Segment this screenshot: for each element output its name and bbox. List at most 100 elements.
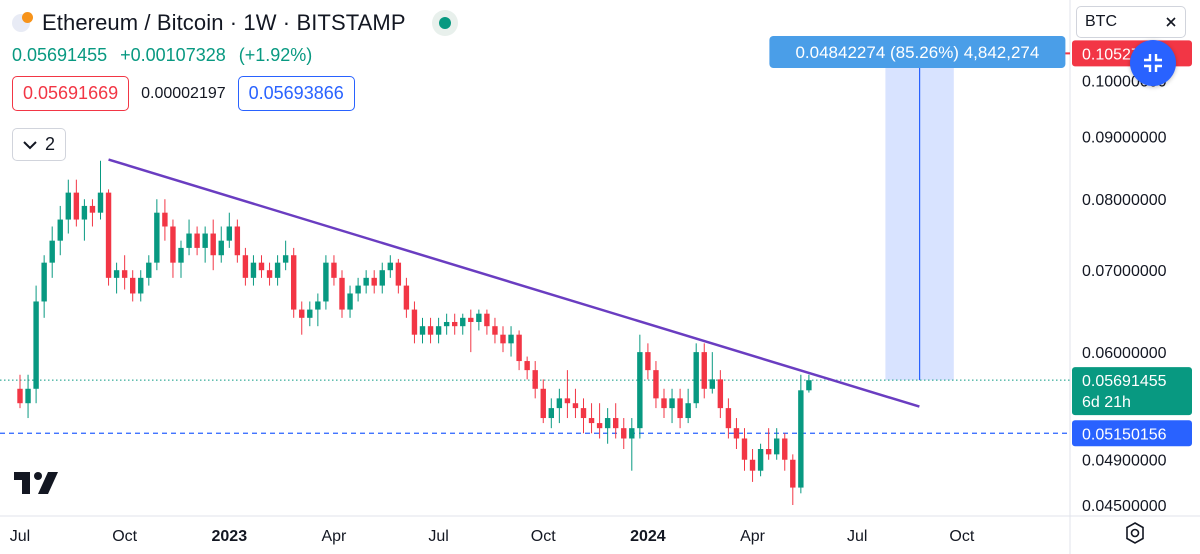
candle-body[interactable] — [677, 398, 683, 419]
candle-body[interactable] — [782, 438, 788, 460]
candle-body[interactable] — [492, 326, 498, 335]
trendline[interactable] — [108, 158, 920, 408]
candle-body[interactable] — [741, 438, 748, 460]
candle-body[interactable] — [291, 255, 297, 310]
candle-body[interactable] — [202, 233, 208, 248]
candle-body[interactable] — [790, 459, 796, 488]
candle-body[interactable] — [170, 226, 176, 263]
candle-body[interactable] — [347, 293, 353, 310]
candle-body[interactable] — [299, 309, 305, 318]
candle-body[interactable] — [596, 423, 603, 429]
candle-body[interactable] — [749, 459, 756, 471]
candle-body[interactable] — [693, 352, 699, 404]
candle-body[interactable] — [548, 408, 554, 419]
candle-body[interactable] — [73, 192, 80, 220]
candle-body[interactable] — [661, 398, 667, 409]
candle-body[interactable] — [113, 270, 120, 278]
candle-body[interactable] — [468, 317, 474, 322]
candle-body[interactable] — [395, 262, 402, 286]
candle-body[interactable] — [443, 321, 450, 327]
candle-body[interactable] — [798, 390, 804, 488]
candle-body[interactable] — [65, 192, 71, 220]
candle-body[interactable] — [532, 370, 538, 389]
candle-body[interactable] — [266, 270, 273, 278]
candle-body[interactable] — [355, 285, 361, 294]
candle-body[interactable] — [242, 255, 249, 278]
candle-body[interactable] — [105, 192, 112, 278]
sell-button[interactable]: 0.05691669 — [12, 76, 130, 111]
candle-body[interactable] — [25, 388, 31, 404]
candle-body[interactable] — [765, 449, 772, 455]
candle-body[interactable] — [452, 321, 458, 327]
buy-button[interactable]: 0.05693866 — [237, 76, 355, 111]
candle-body[interactable] — [685, 403, 691, 419]
candle-body[interactable] — [621, 428, 627, 439]
candle-body[interactable] — [411, 309, 418, 335]
candle-body[interactable] — [89, 205, 96, 213]
candle-body[interactable] — [806, 380, 812, 391]
candle-body[interactable] — [653, 370, 659, 399]
candle-body[interactable] — [709, 379, 715, 389]
indicators-toggle[interactable]: 2 — [12, 128, 67, 161]
candle-body[interactable] — [774, 438, 780, 455]
candle-body[interactable] — [138, 277, 144, 294]
candle-body[interactable] — [121, 270, 128, 278]
candle-body[interactable] — [226, 226, 232, 241]
candle-body[interactable] — [733, 428, 740, 439]
candle-body[interactable] — [33, 301, 39, 389]
candle-body[interactable] — [435, 326, 442, 335]
candle-body[interactable] — [234, 226, 241, 256]
candle-body[interactable] — [323, 262, 329, 302]
candle-body[interactable] — [613, 418, 619, 429]
candle-body[interactable] — [178, 247, 184, 263]
candle-body[interactable] — [387, 262, 393, 271]
candle-body[interactable] — [524, 361, 530, 371]
candle-body[interactable] — [274, 262, 281, 278]
candle-body[interactable] — [315, 301, 321, 310]
candle-body[interactable] — [81, 205, 88, 220]
collapse-arrows-icon[interactable] — [1130, 40, 1176, 86]
candle-body[interactable] — [57, 219, 63, 241]
candle-body[interactable] — [130, 277, 136, 294]
candle-body[interactable] — [282, 255, 289, 263]
candle-body[interactable] — [476, 313, 482, 322]
gear-icon[interactable] — [1122, 520, 1148, 546]
candle-body[interactable] — [484, 313, 490, 327]
candle-body[interactable] — [210, 233, 216, 256]
candle-body[interactable] — [637, 352, 643, 429]
candle-body[interactable] — [540, 388, 546, 419]
candle-body[interactable] — [307, 309, 313, 318]
candle-body[interactable] — [460, 317, 466, 327]
candle-body[interactable] — [757, 449, 764, 471]
candle-body[interactable] — [564, 398, 571, 404]
candle-body[interactable] — [194, 233, 200, 248]
candle-body[interactable] — [645, 352, 651, 371]
candle-body[interactable] — [258, 262, 265, 271]
candle-body[interactable] — [556, 398, 563, 409]
symbol-title[interactable]: Ethereum / Bitcoin · 1W · BITSTAMP — [42, 10, 406, 35]
candle-body[interactable] — [669, 398, 675, 409]
market-open-icon[interactable] — [431, 10, 458, 36]
candle-body[interactable] — [701, 352, 707, 389]
candle-body[interactable] — [41, 262, 47, 302]
candle-body[interactable] — [717, 379, 724, 409]
candle-body[interactable] — [500, 334, 506, 344]
candle-body[interactable] — [162, 212, 168, 227]
candle-body[interactable] — [572, 403, 579, 409]
candle-body[interactable] — [371, 277, 377, 286]
candle-body[interactable] — [508, 334, 514, 344]
candle-body[interactable] — [725, 408, 732, 429]
candle-body[interactable] — [516, 334, 522, 362]
candle-body[interactable] — [339, 277, 345, 310]
candle-body[interactable] — [363, 277, 369, 286]
close-icon[interactable] — [1165, 16, 1177, 28]
candle-body[interactable] — [331, 262, 337, 278]
candle-body[interactable] — [97, 192, 104, 213]
candle-body[interactable] — [403, 285, 410, 310]
candle-body[interactable] — [17, 388, 23, 404]
candle-body[interactable] — [250, 262, 257, 278]
currency-select[interactable]: BTC — [1076, 6, 1186, 38]
candle-body[interactable] — [588, 418, 595, 424]
candle-body[interactable] — [186, 233, 192, 248]
tradingview-logo-icon[interactable] — [14, 470, 60, 496]
